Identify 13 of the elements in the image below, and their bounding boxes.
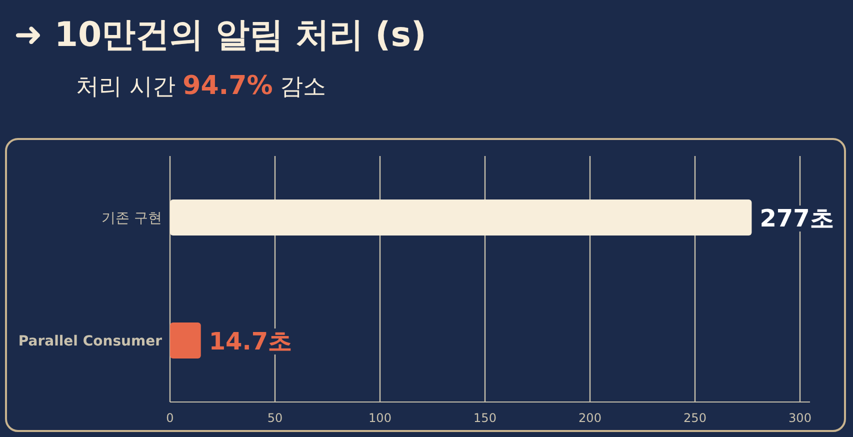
x-tick-label: 250 bbox=[684, 411, 706, 425]
x-tick-label: 100 bbox=[368, 411, 392, 425]
data-label: 14.7초 bbox=[208, 328, 292, 356]
y-tick-label: Parallel Consumer bbox=[18, 334, 162, 350]
data-label: 277초 bbox=[760, 204, 834, 232]
x-tick-label: 50 bbox=[267, 411, 283, 425]
chart-title: ➜ 10만건의 알림 처리 (s) bbox=[14, 15, 426, 55]
x-tick-label: 150 bbox=[474, 411, 496, 425]
x-tick-label: 300 bbox=[788, 411, 812, 425]
x-tick-label: 200 bbox=[578, 411, 602, 425]
chart-subtitle: 처리 시간 94.7% 감소 bbox=[76, 71, 326, 101]
x-tick-label: 0 bbox=[166, 411, 174, 425]
y-tick-label: 기존 구현 bbox=[102, 210, 162, 226]
